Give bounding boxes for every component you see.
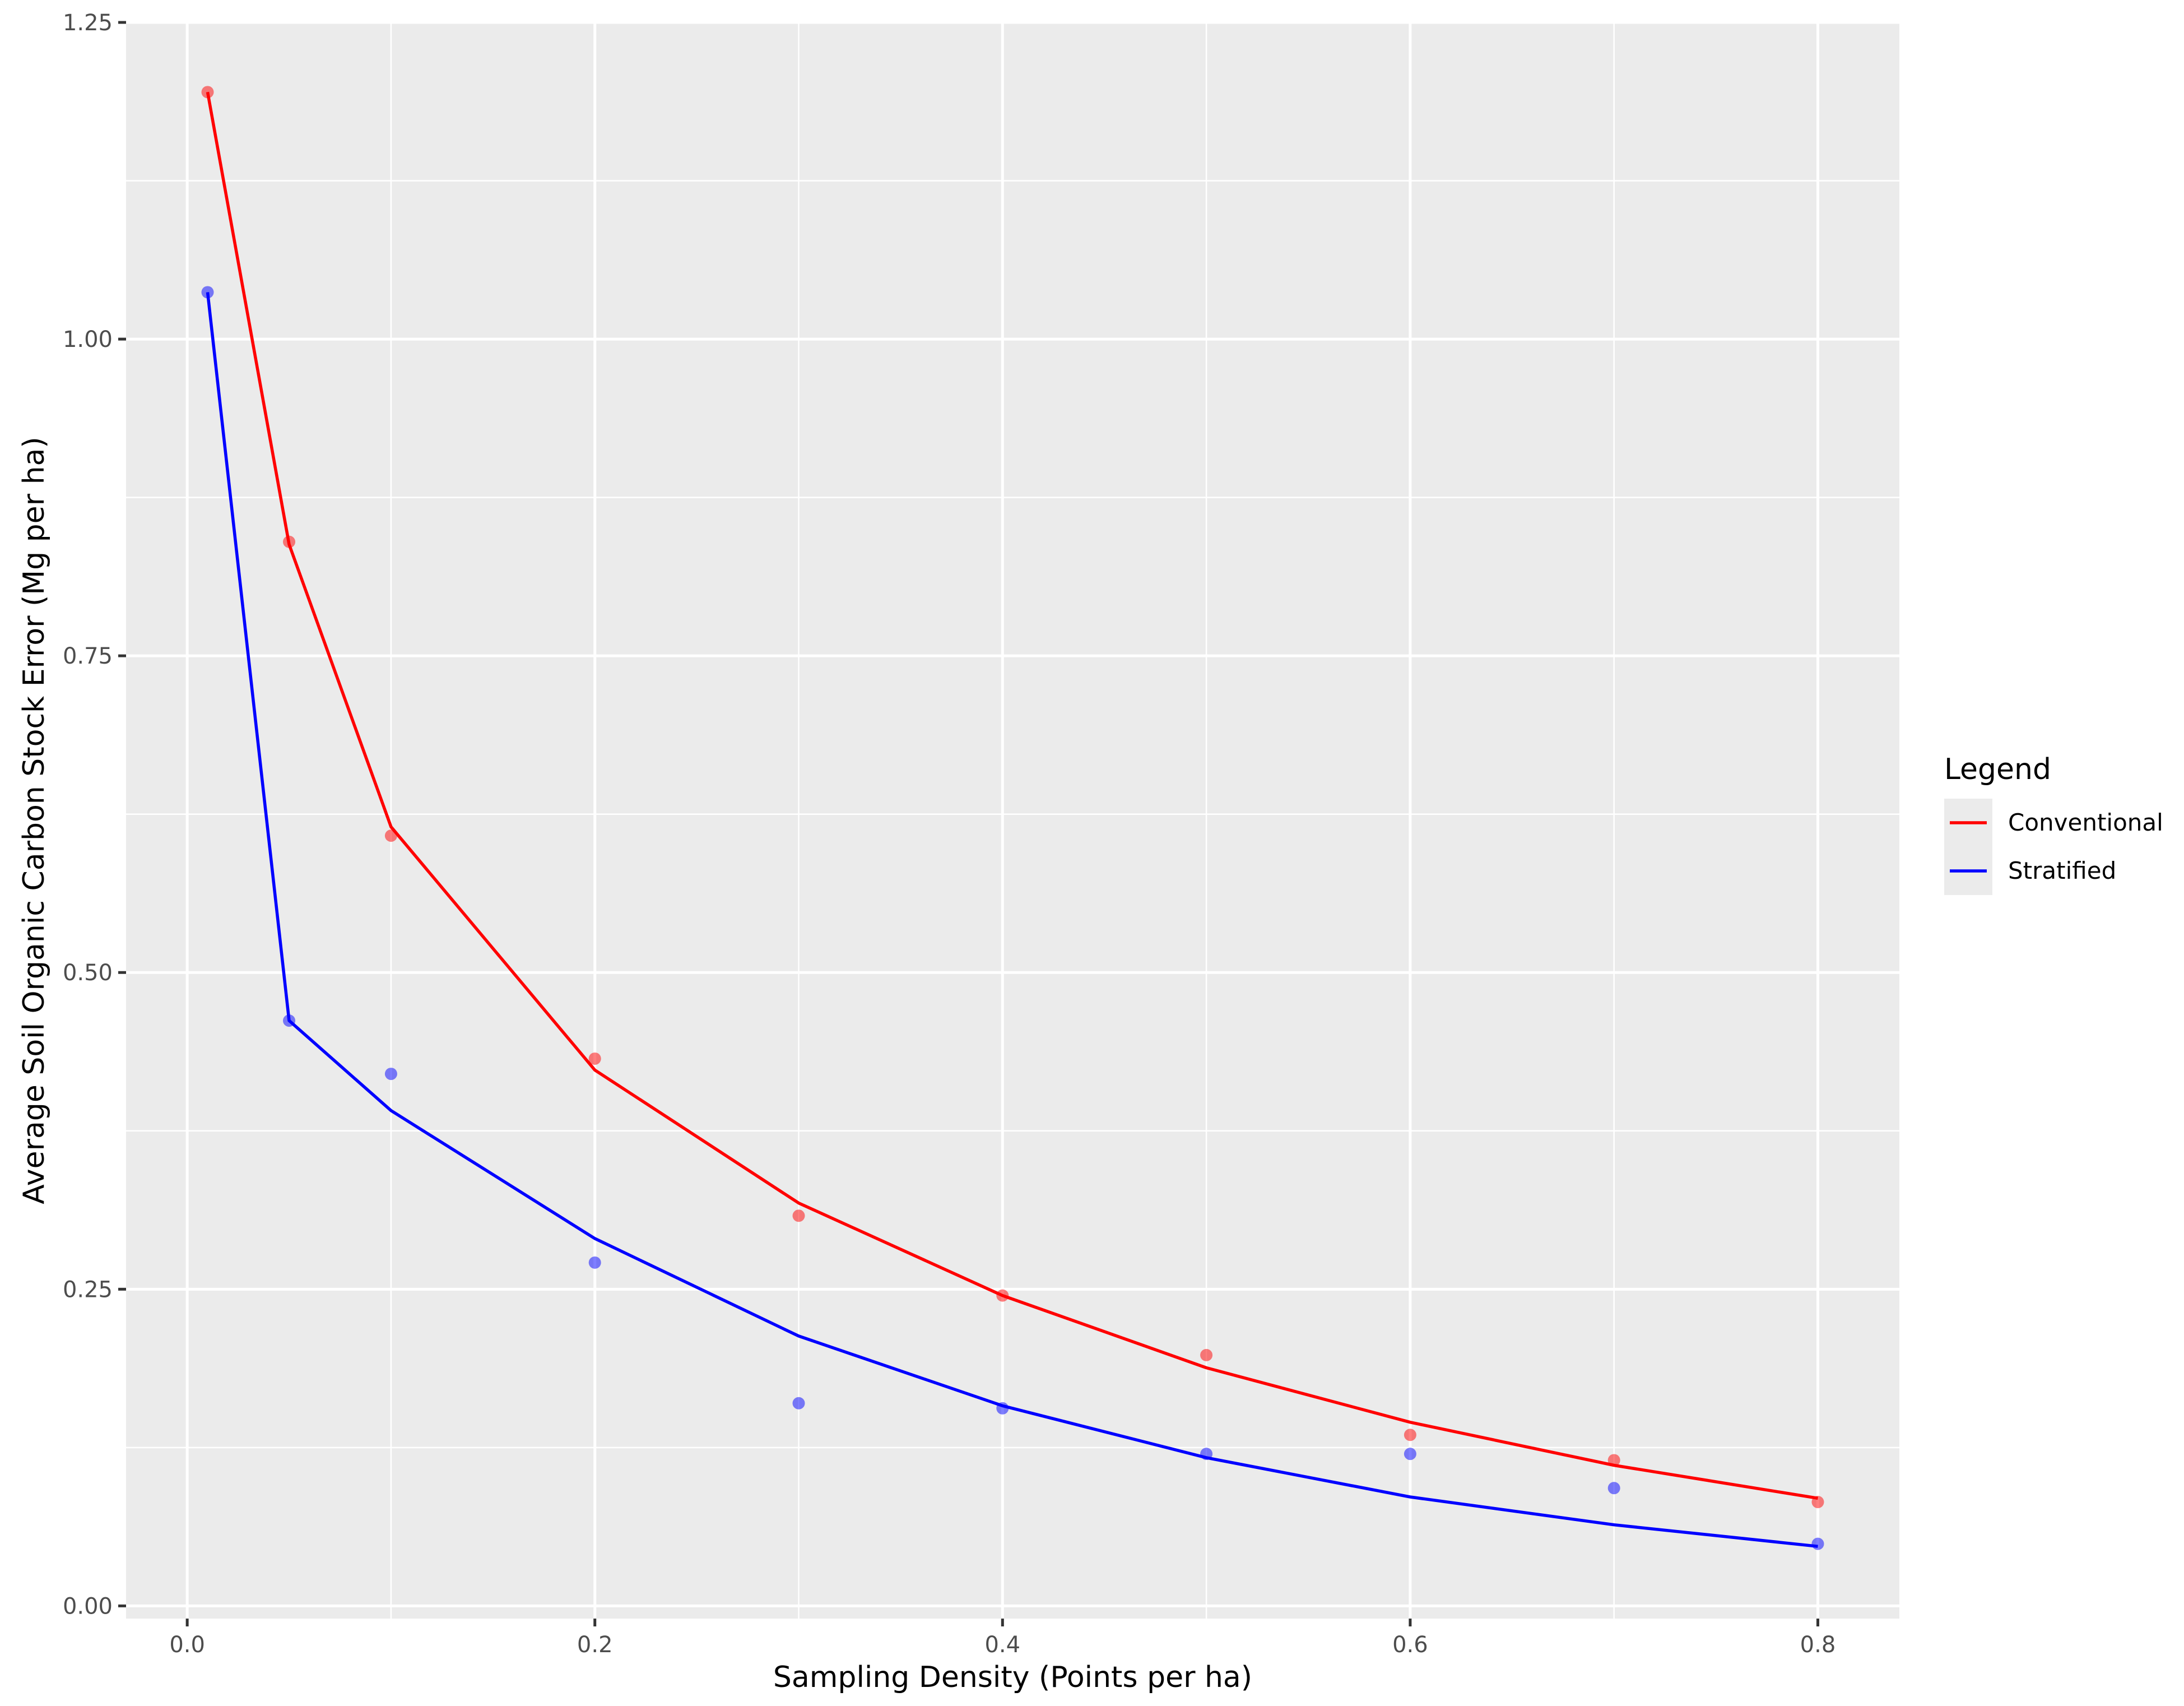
conventional-line (206, 91, 1818, 1500)
stratified-point (1811, 1537, 1824, 1550)
legend-label-stratified: Stratified (2008, 857, 2116, 884)
x-tick-label: 0.2 (577, 1632, 613, 1658)
conventional-point (283, 535, 296, 548)
stratified-point (1404, 1448, 1416, 1461)
y-tick-label: 0.50 (63, 960, 113, 986)
stratified-point (792, 1397, 805, 1410)
minor-gridlines (126, 22, 1899, 1619)
y-tick-label: 0.00 (63, 1593, 113, 1619)
y-tick-label: 1.00 (63, 327, 113, 353)
x-tick-label: 0.4 (984, 1632, 1020, 1658)
y-tick-label: 0.25 (63, 1277, 113, 1302)
x-tick-label: 0.8 (1800, 1632, 1836, 1658)
major-gridlines (126, 21, 1899, 1619)
x-axis: 0.0 0.2 0.4 0.6 0.8 (169, 1619, 1836, 1658)
plot-panel (126, 22, 1899, 1619)
series-lines (206, 91, 1818, 1548)
legend-label-conventional: Conventional (2008, 809, 2163, 836)
conventional-point (996, 1289, 1009, 1302)
x-axis-title: Sampling Density (Points per ha) (773, 1661, 1252, 1694)
x-tick-label: 0.0 (169, 1632, 205, 1658)
conventional-point (1200, 1348, 1213, 1361)
stratified-point (201, 286, 214, 299)
conventional-point (1607, 1454, 1620, 1467)
stratified-point (996, 1402, 1009, 1415)
legend-items: Conventional Stratified (1944, 799, 2163, 895)
conventional-point (792, 1209, 805, 1222)
conventional-point (384, 829, 397, 842)
conventional-point (588, 1052, 601, 1065)
stratified-point (283, 1014, 296, 1027)
stratified-point (1200, 1448, 1213, 1461)
conventional-point (1404, 1429, 1416, 1441)
y-axis: 0.00 0.25 0.50 0.75 1.00 1.25 (63, 10, 126, 1619)
x-tick-label: 0.6 (1392, 1632, 1428, 1658)
y-tick-label: 1.25 (63, 10, 113, 36)
stratified-point (588, 1256, 601, 1269)
conventional-point (201, 86, 214, 99)
series-points (201, 86, 1824, 1550)
y-axis-title: Average Soil Organic Carbon Stock Error … (17, 437, 51, 1204)
conventional-point (1811, 1496, 1824, 1509)
legend: Legend Conventional Stratified (1944, 753, 2163, 895)
stratified-point (384, 1068, 397, 1081)
y-tick-label: 0.75 (63, 643, 113, 669)
stratified-point (1607, 1482, 1620, 1495)
stratified-line (206, 292, 1818, 1548)
legend-title: Legend (1944, 753, 2051, 786)
